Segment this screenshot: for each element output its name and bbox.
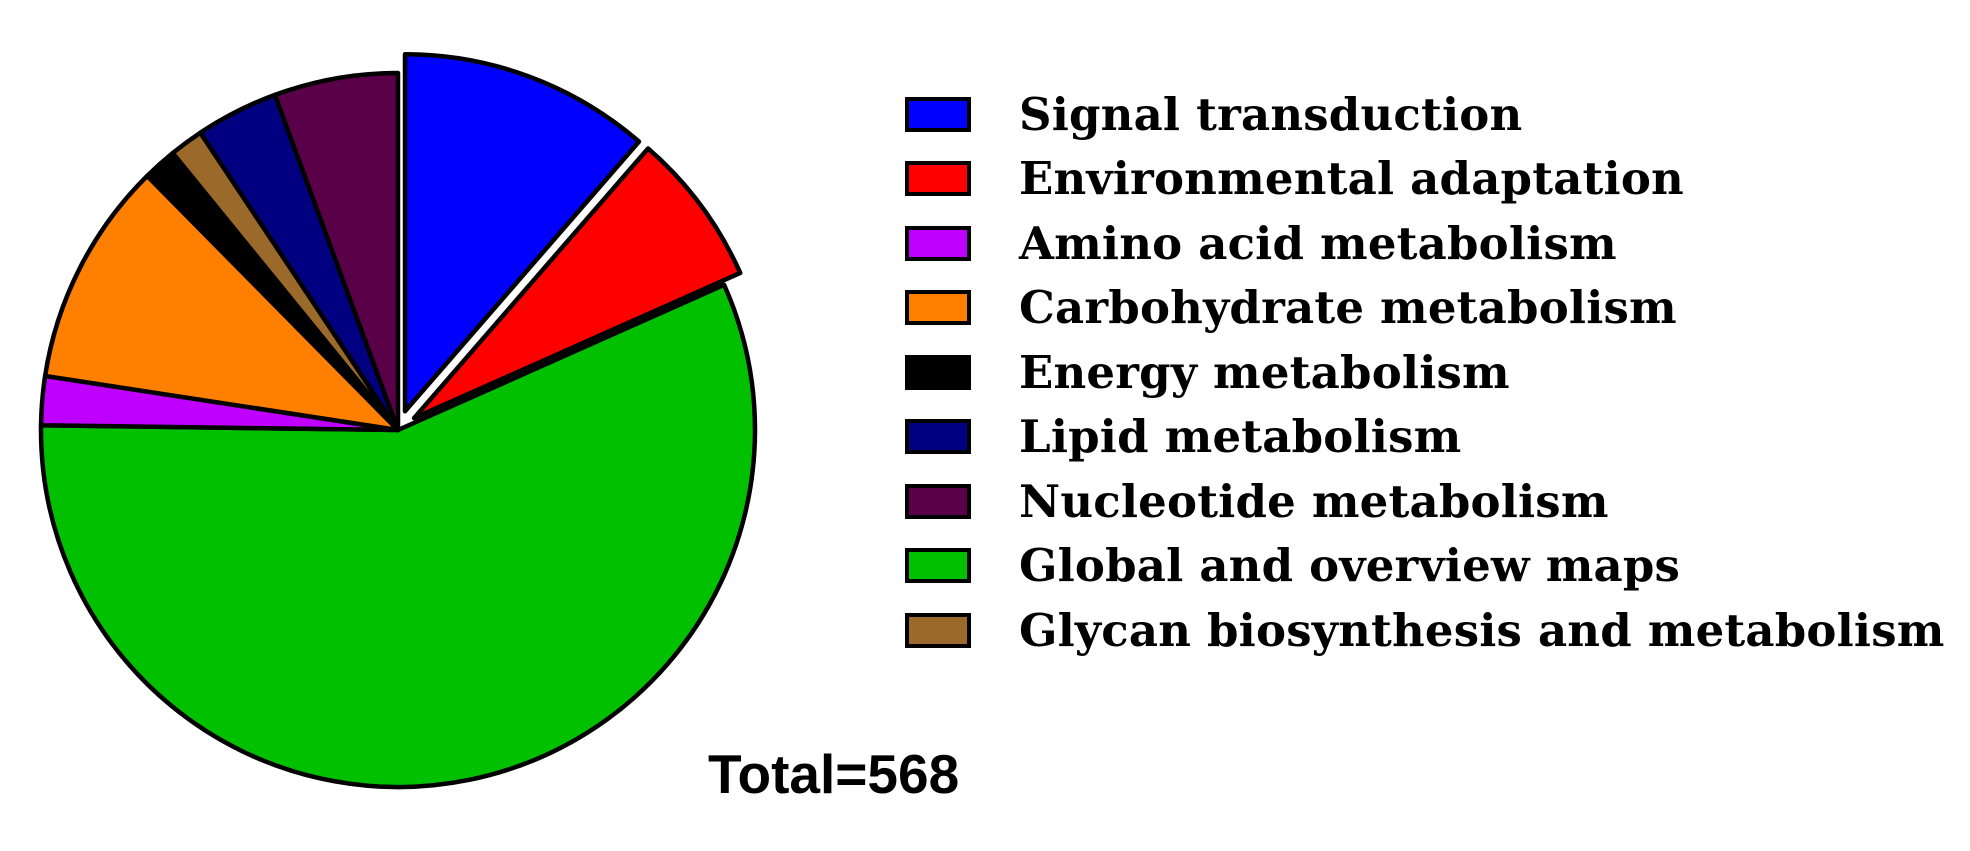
legend-swatch (905, 548, 971, 584)
legend-item: Nucleotide metabolism (905, 469, 1955, 534)
pie-slice-signal-transduction (402, 52, 642, 414)
legend-label: Nucleotide metabolism (1019, 474, 1609, 528)
pie-slice-nucleotide-metabolism (272, 70, 401, 433)
legend-swatch (905, 354, 971, 390)
total-label: Total=568 (708, 743, 960, 805)
legend-label: Amino acid metabolism (1019, 216, 1617, 270)
legend-item: Global and overview maps (905, 534, 1955, 599)
legend-item: Signal transduction (905, 82, 1955, 147)
legend-swatch (905, 96, 971, 132)
legend-swatch (905, 161, 971, 197)
legend-label: Glycan biosynthesis and metabolism (1019, 603, 1945, 657)
legend-swatch (905, 225, 971, 261)
legend-label: Energy metabolism (1019, 345, 1510, 399)
legend-swatch (905, 419, 971, 455)
legend-item: Energy metabolism (905, 340, 1955, 405)
legend-label: Environmental adaptation (1019, 152, 1684, 206)
legend-swatch (905, 290, 971, 326)
legend: Signal transduction Environmental adapta… (905, 82, 1955, 663)
legend-item: Carbohydrate metabolism (905, 276, 1955, 341)
legend-label: Global and overview maps (1019, 539, 1681, 593)
legend-label: Signal transduction (1019, 87, 1523, 141)
legend-item: Glycan biosynthesis and metabolism (905, 598, 1955, 663)
legend-label: Carbohydrate metabolism (1019, 281, 1677, 335)
pie-slice-carbohydrate-metabolism (42, 173, 401, 433)
pie-slice-environmental-adaptation (411, 146, 743, 421)
legend-swatch (905, 483, 971, 519)
legend-item: Lipid metabolism (905, 405, 1955, 470)
legend-item: Environmental adaptation (905, 147, 1955, 212)
legend-item: Amino acid metabolism (905, 211, 1955, 276)
legend-swatch (905, 612, 971, 648)
pie-slice-global-and-overview-maps (38, 282, 758, 790)
legend-label: Lipid metabolism (1019, 410, 1462, 464)
